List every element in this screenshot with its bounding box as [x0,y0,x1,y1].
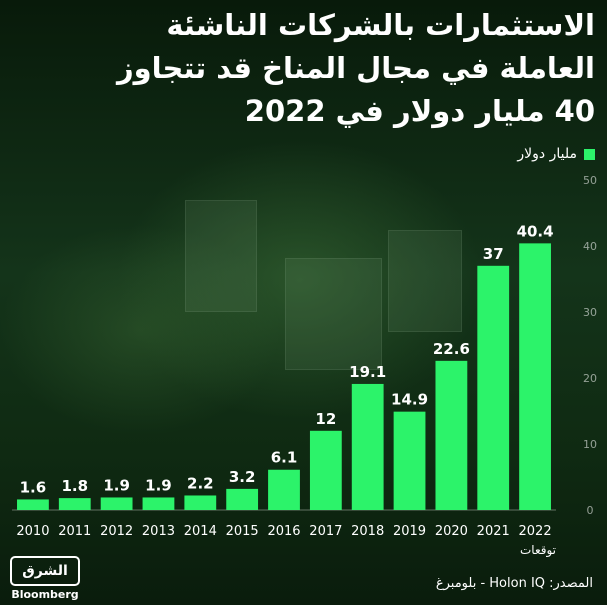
x-tick-label: 2018 [351,524,384,539]
bar [393,411,426,510]
chart-title: الاستثمارات بالشركات الناشئة العاملة في … [5,4,595,133]
data-label: 37 [483,245,504,263]
bar [100,497,133,510]
data-label: 40.4 [517,222,554,240]
x-tick-label: 2013 [142,524,175,539]
x-tick-label: 2021 [477,524,510,539]
background-photo-panel [388,230,462,332]
bar [477,265,510,510]
title-line: 40 مليار دولار في 2022 [244,94,595,128]
logo-bloomberg-text: Bloomberg [11,588,79,601]
source-note: المصدر: Holon IQ - بلومبرغ [435,576,593,591]
data-label: 19.1 [349,363,386,381]
legend: مليار دولار [517,146,595,162]
data-label: 1.9 [103,476,130,494]
x-tick-label: 2012 [100,524,133,539]
data-label: 2.2 [187,474,214,492]
x-tick-label: 2014 [184,524,217,539]
bar [184,495,217,510]
x-tick-label: 2011 [58,524,91,539]
x-tick-label: 2015 [226,524,259,539]
data-label: 6.1 [271,449,298,467]
bar [268,469,300,510]
background-photo-panel [285,258,382,370]
x-tick-label: 2020 [435,524,468,539]
legend-swatch [584,148,595,160]
y-tick-label: 10 [583,438,597,451]
bar [435,360,468,510]
data-label: 14.9 [391,391,428,409]
title-line: الاستثمارات بالشركات الناشئة [166,8,595,42]
y-tick-label: 40 [583,240,597,253]
y-tick-label: 50 [583,174,597,187]
forecast-note: توقعات [519,543,557,557]
data-label: 12 [315,410,336,428]
data-label: 22.6 [433,340,470,358]
data-label: 1.9 [145,476,172,494]
y-tick-label: 20 [583,372,597,385]
x-tick-label: 2010 [16,524,49,539]
x-tick-label: 2016 [267,524,300,539]
bar [17,499,49,510]
y-tick-label: 30 [583,306,597,319]
bar [142,497,175,510]
data-label: 1.6 [20,478,47,496]
data-label: 3.2 [229,468,256,486]
x-tick-label: 2019 [393,524,426,539]
y-tick-label: 0 [587,504,594,517]
bar [58,498,91,510]
bar [351,383,384,510]
title-line: العاملة في مجال المناخ قد تتجاوز [116,51,595,85]
legend-label: مليار دولار [517,146,577,162]
bar [226,488,259,510]
bar [309,430,342,510]
x-tick-label: 2017 [309,524,342,539]
logo-asharq-text: الشرق [10,556,80,586]
bar [519,243,551,511]
asharq-bloomberg-logo: الشرق Bloomberg [10,556,82,601]
background-photo-panel [185,200,257,312]
x-tick-label: 2022 [519,524,552,539]
data-label: 1.8 [61,477,88,495]
